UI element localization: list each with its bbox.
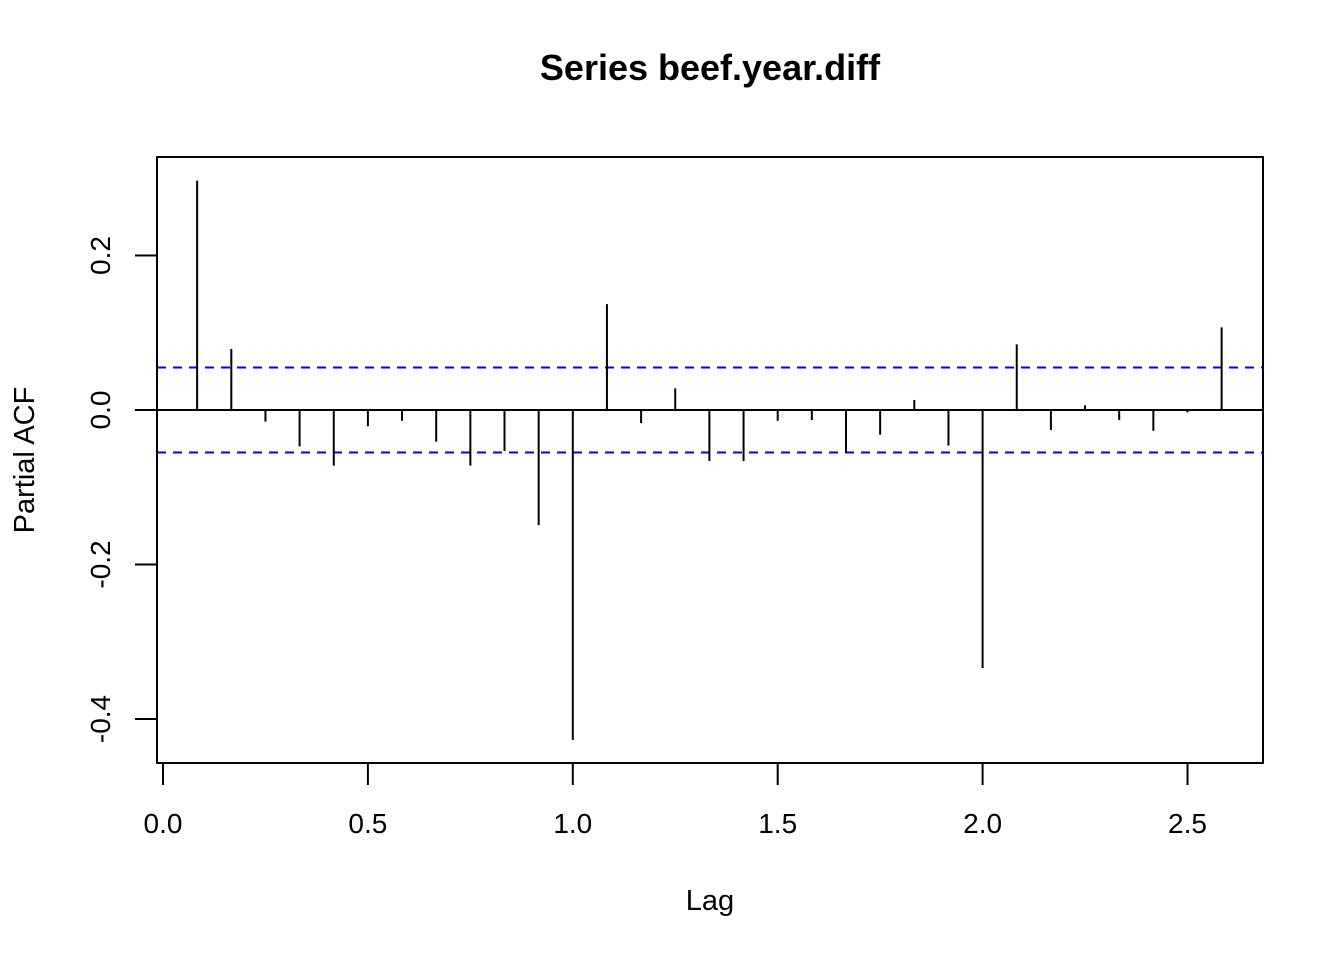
y-axis-label: Partial ACF: [9, 387, 41, 534]
x-axis: 0.0 0.5 1.0 1.5 2.0 2.5: [144, 762, 1207, 839]
pacf-bars: [196, 180, 1223, 740]
x-axis-label: Lag: [686, 885, 734, 917]
y-tick-label: 0.0: [85, 391, 116, 430]
x-tick-label: 2.0: [963, 808, 1002, 839]
x-tick-label: 1.0: [553, 808, 592, 839]
x-tick-label: 0.0: [144, 808, 183, 839]
y-tick-label: -0.4: [85, 695, 116, 743]
x-tick-label: 0.5: [348, 808, 387, 839]
y-axis: -0.4 -0.2 0.0 0.2: [85, 236, 158, 743]
y-tick-label: 0.2: [85, 236, 116, 275]
x-tick-label: 2.5: [1168, 808, 1207, 839]
x-tick-label: 1.5: [758, 808, 797, 839]
y-tick-label: -0.2: [85, 540, 116, 588]
chart-title: Series beef.year.diff: [540, 47, 881, 88]
